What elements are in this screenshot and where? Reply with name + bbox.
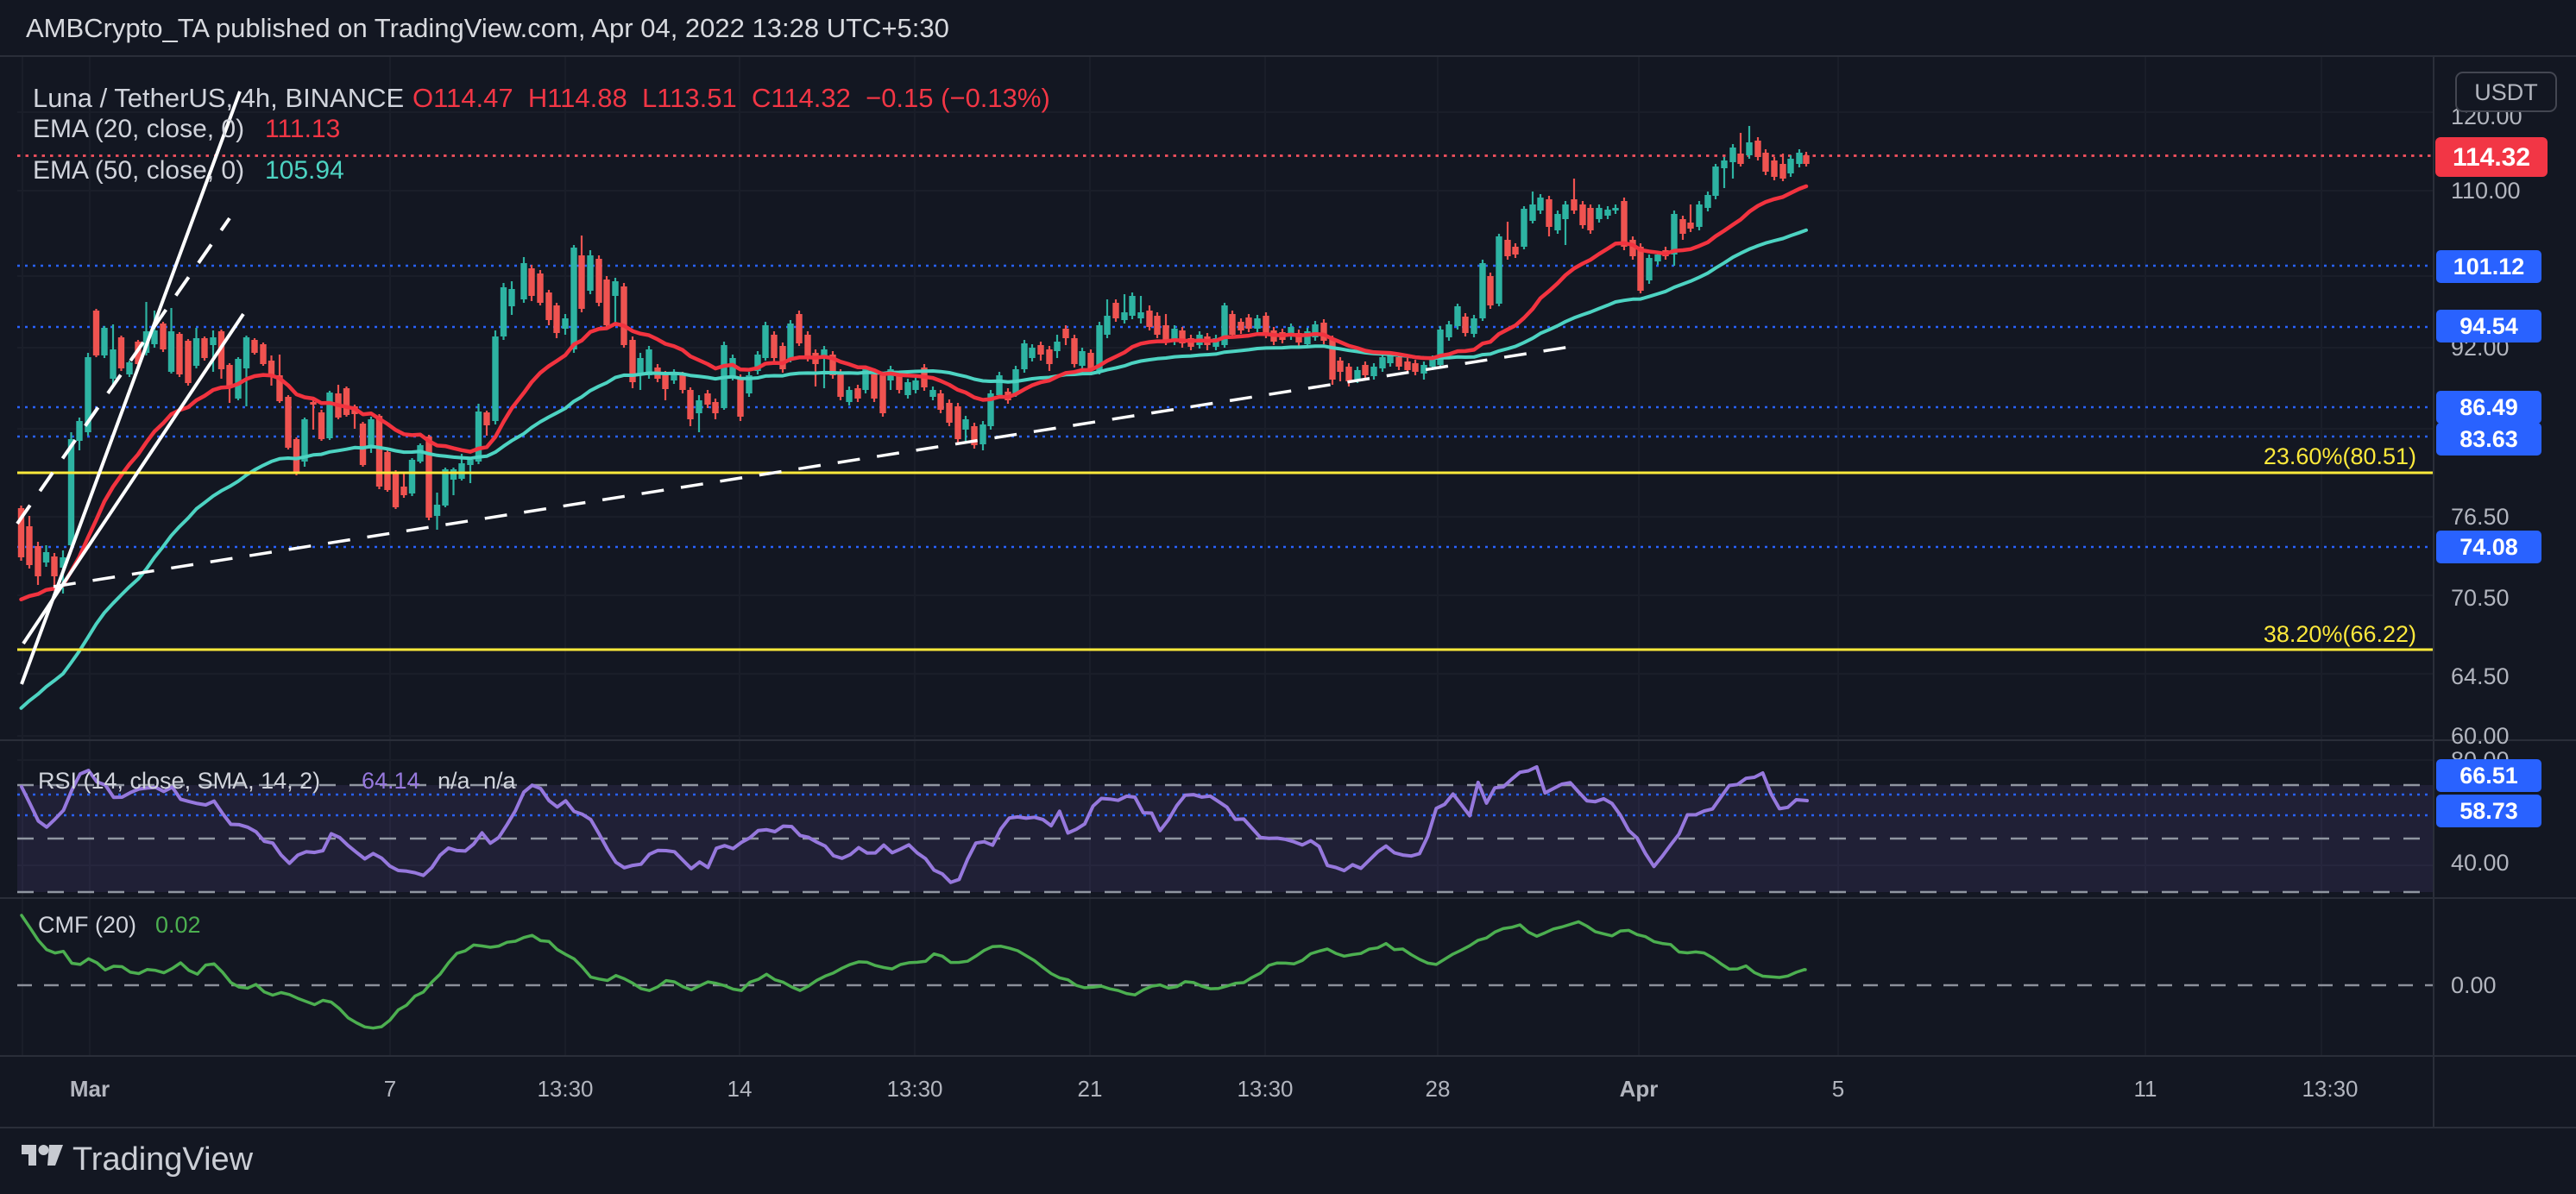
svg-text:28: 28 <box>1426 1076 1451 1102</box>
svg-text:Apr: Apr <box>1620 1076 1659 1102</box>
svg-text:n/a: n/a <box>438 768 471 794</box>
svg-text:USDT: USDT <box>2474 79 2538 105</box>
svg-text:94.54: 94.54 <box>2459 313 2518 339</box>
svg-text:AMBCrypto_TA published on Trad: AMBCrypto_TA published on TradingView.co… <box>26 13 949 43</box>
svg-text:70.50: 70.50 <box>2451 585 2510 611</box>
svg-text:0.00: 0.00 <box>2451 972 2497 998</box>
svg-text:74.08: 74.08 <box>2459 534 2518 560</box>
svg-text:5: 5 <box>1832 1076 1844 1102</box>
svg-text:66.51: 66.51 <box>2459 763 2518 789</box>
svg-text:TradingView: TradingView <box>72 1141 254 1178</box>
svg-text:Mar: Mar <box>70 1076 110 1102</box>
svg-text:CMF (20): CMF (20) <box>38 912 136 938</box>
svg-text:76.50: 76.50 <box>2451 504 2510 530</box>
svg-text:86.49: 86.49 <box>2459 394 2518 420</box>
svg-text:38.20%(66.22): 38.20%(66.22) <box>2264 621 2416 647</box>
svg-text:7: 7 <box>384 1076 396 1102</box>
svg-text:RSI (14, close, SMA, 14, 2): RSI (14, close, SMA, 14, 2) <box>38 768 320 794</box>
svg-text:21: 21 <box>1078 1076 1103 1102</box>
svg-text:13:30: 13:30 <box>886 1076 942 1102</box>
svg-text:13:30: 13:30 <box>2302 1076 2358 1102</box>
svg-text:60.00: 60.00 <box>2451 723 2510 749</box>
svg-text:Luna / TetherUS, 4h, BINANCE: Luna / TetherUS, 4h, BINANCE <box>33 83 404 113</box>
svg-text:23.60%(80.51): 23.60%(80.51) <box>2264 443 2416 469</box>
svg-text:40.00: 40.00 <box>2451 850 2510 876</box>
svg-text:14: 14 <box>727 1076 753 1102</box>
svg-text:64.14: 64.14 <box>362 768 420 794</box>
svg-text:110.00: 110.00 <box>2451 178 2521 204</box>
svg-text:83.63: 83.63 <box>2459 426 2518 452</box>
svg-text:EMA (50, close, 0): EMA (50, close, 0) <box>33 156 244 185</box>
svg-text:11: 11 <box>2134 1076 2157 1102</box>
svg-text:105.94: 105.94 <box>265 156 344 185</box>
svg-text:114.32: 114.32 <box>2453 143 2530 172</box>
svg-text:EMA (20, close, 0): EMA (20, close, 0) <box>33 115 244 143</box>
svg-text:n/a: n/a <box>483 768 517 794</box>
svg-text:0.02: 0.02 <box>155 912 201 938</box>
svg-text:64.50: 64.50 <box>2451 663 2510 689</box>
svg-text:101.12: 101.12 <box>2453 254 2525 280</box>
svg-text:13:30: 13:30 <box>1237 1076 1293 1102</box>
svg-text:111.13: 111.13 <box>265 115 340 143</box>
svg-text:O114.47 H114.88 L113.51 C11: O114.47 H114.88 L113.51 C114.32 −0.15 (−… <box>413 83 1050 113</box>
svg-text:58.73: 58.73 <box>2459 798 2518 824</box>
svg-text:13:30: 13:30 <box>537 1076 593 1102</box>
